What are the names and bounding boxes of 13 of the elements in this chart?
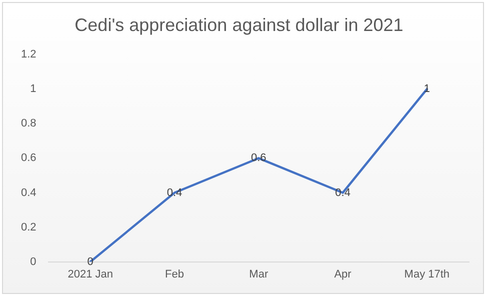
y-tick-label: 0.8	[20, 118, 36, 130]
x-tick-label: Mar	[249, 268, 268, 280]
y-tick-label: 0.4	[20, 186, 36, 199]
x-tick-label: 2021 Jan	[68, 268, 113, 280]
chart-title: Cedi's appreciation against dollar in 2021	[74, 14, 404, 35]
x-tick-label: May 17th	[404, 268, 450, 280]
x-tick-label: Feb	[165, 268, 184, 280]
y-tick-label: 0.2	[20, 221, 36, 234]
y-tick-label: 1.2	[20, 48, 36, 61]
y-tick-label: 1	[30, 83, 36, 96]
x-tick-label: Apr	[334, 268, 352, 280]
y-tick-label: 0	[30, 256, 36, 268]
y-tick-label: 0.6	[20, 152, 36, 164]
